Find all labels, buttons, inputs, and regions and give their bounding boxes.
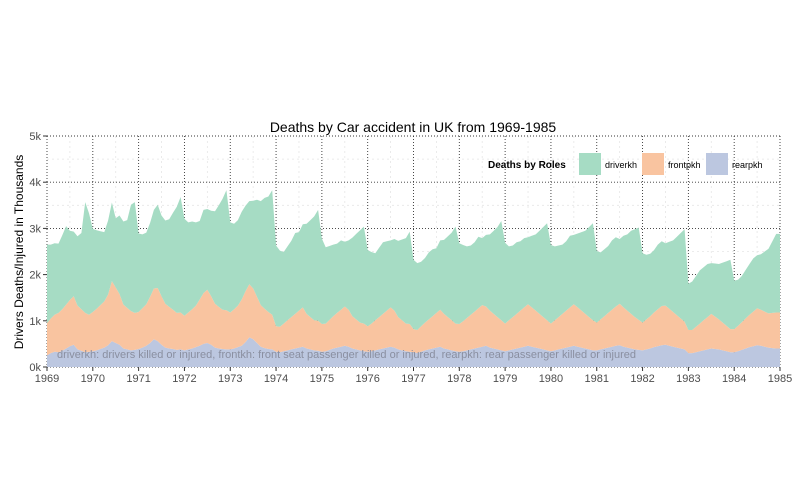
y-tick-label: 0k bbox=[29, 362, 41, 374]
x-tick-label: 1985 bbox=[768, 373, 792, 385]
x-tick-label: 1980 bbox=[539, 373, 563, 385]
x-tick-label: 1981 bbox=[585, 373, 609, 385]
y-tick-label: 4k bbox=[29, 177, 41, 189]
x-tick-label: 1983 bbox=[676, 373, 700, 385]
x-tick-label: 1971 bbox=[126, 373, 150, 385]
legend: Deaths by Roles driverkh frontpkh rearpk… bbox=[488, 153, 763, 175]
x-axis: 1969 1970 1971 1972 1973 1974 1975 1976 1977 1978… bbox=[35, 367, 792, 385]
chart-title: Deaths by Car accident in UK from 1969-1… bbox=[270, 119, 557, 135]
x-tick-label: 1969 bbox=[35, 373, 59, 385]
legend-label-rearpkh: rearpkh bbox=[732, 160, 763, 170]
chart-annotation: driverkh: drivers killed or injured, fro… bbox=[57, 349, 636, 361]
x-tick-label: 1978 bbox=[447, 373, 471, 385]
legend-label-frontpkh: frontpkh bbox=[668, 160, 701, 170]
x-tick-label: 1973 bbox=[218, 373, 242, 385]
x-tick-label: 1984 bbox=[722, 373, 746, 385]
y-tick-label: 1k bbox=[29, 316, 41, 328]
legend-label-driverkh: driverkh bbox=[605, 160, 637, 170]
x-tick-label: 1982 bbox=[630, 373, 654, 385]
y-axis-title: Drivers Deaths/Injured in Thousands bbox=[12, 155, 26, 350]
x-tick-label: 1970 bbox=[81, 373, 105, 385]
area-frontpkh bbox=[47, 281, 780, 356]
legend-swatch-frontpkh bbox=[642, 153, 664, 175]
y-tick-label: 2k bbox=[29, 270, 41, 282]
legend-swatch-driverkh bbox=[579, 153, 601, 175]
legend-swatch-rearpkh bbox=[706, 153, 728, 175]
x-tick-label: 1974 bbox=[264, 373, 288, 385]
x-tick-label: 1972 bbox=[172, 373, 196, 385]
x-tick-label: 1975 bbox=[310, 373, 334, 385]
y-axis: 0k 1k 2k 3k 4k 5k bbox=[29, 131, 47, 374]
y-tick-label: 3k bbox=[29, 223, 41, 235]
area-driverkh bbox=[47, 190, 780, 330]
x-tick-label: 1977 bbox=[401, 373, 425, 385]
legend-title: Deaths by Roles bbox=[488, 160, 566, 171]
x-tick-label: 1976 bbox=[355, 373, 379, 385]
x-tick-label: 1979 bbox=[493, 373, 517, 385]
area-series bbox=[47, 190, 780, 367]
y-tick-label: 5k bbox=[29, 131, 41, 143]
